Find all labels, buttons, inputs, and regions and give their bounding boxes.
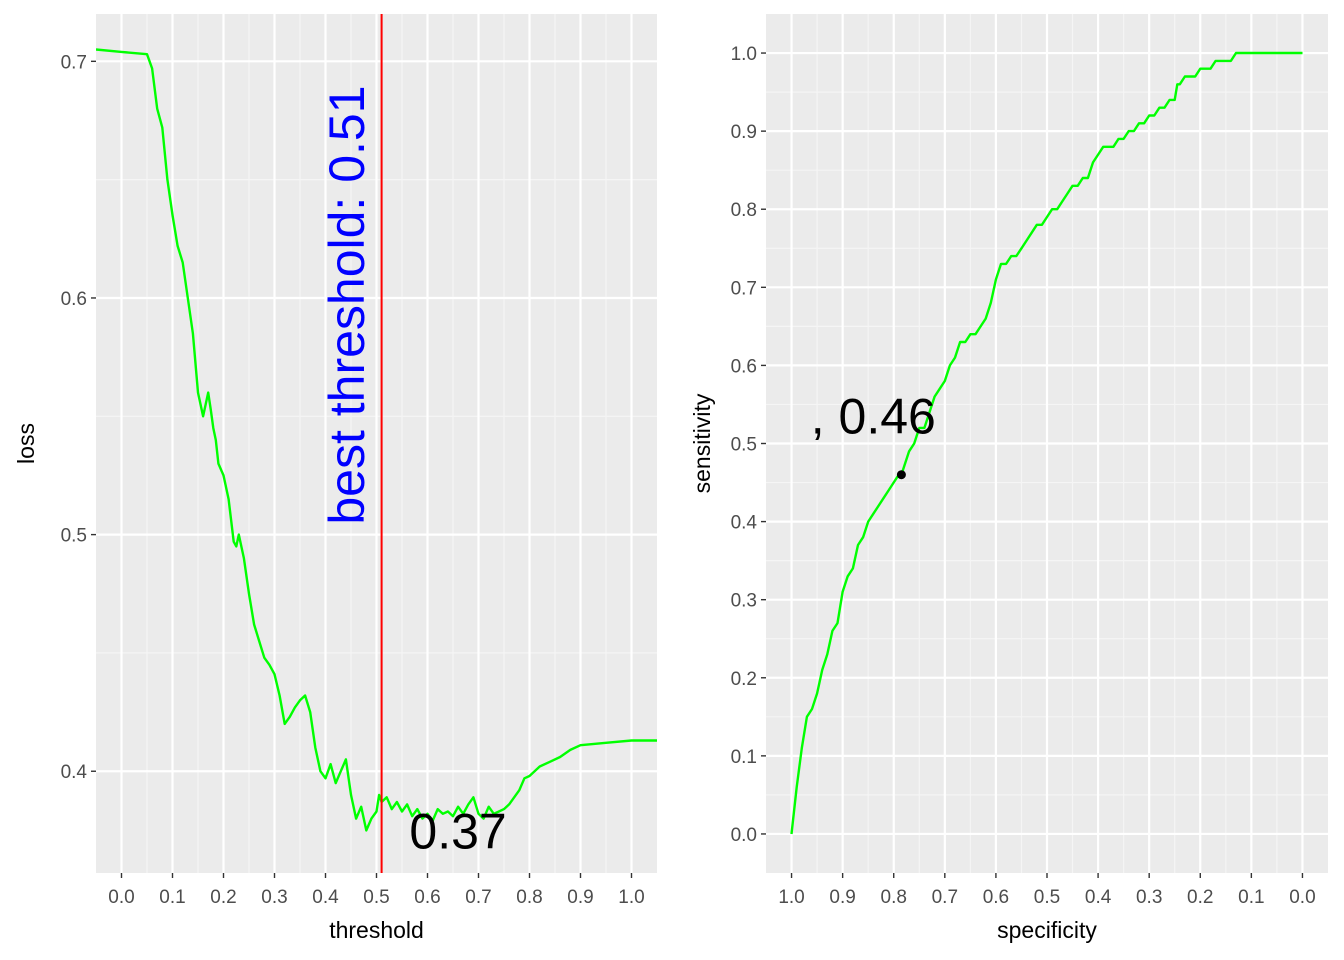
x-tick-label: 0.4	[312, 887, 339, 908]
y-tick-label: 0.4	[61, 762, 88, 783]
x-tick-label: 0.1	[159, 887, 185, 908]
x-tick-label: 0.6	[414, 887, 440, 908]
y-tick-label: 0.1	[731, 747, 757, 768]
grid-lines	[766, 14, 1328, 873]
x-tick-label: 1.0	[618, 887, 644, 908]
x-tick-label: 0.5	[1034, 887, 1060, 908]
y-tick-label: 0.7	[731, 278, 757, 299]
x-tick-label: 0.2	[1187, 887, 1213, 908]
x-tick-label: 0.8	[881, 887, 907, 908]
y-axis-title: loss	[13, 423, 39, 464]
y-tick-label: 0.7	[61, 52, 87, 73]
x-tick-label: 0.0	[1289, 887, 1315, 908]
y-tick-label: 0.4	[731, 513, 758, 534]
y-axis-title: sensitivity	[689, 393, 715, 493]
x-tick-label: 0.0	[108, 887, 134, 908]
y-tick-label: 0.8	[731, 200, 757, 221]
x-tick-label: 1.0	[778, 887, 804, 908]
x-tick-label: 0.9	[829, 887, 855, 908]
y-tick-label: 1.0	[731, 44, 757, 65]
x-tick-label: 0.1	[1238, 887, 1264, 908]
y-tick-label: 0.5	[731, 435, 757, 456]
loss-curve	[96, 48, 657, 832]
data-layer: best threshold: 0.51 0.37	[96, 14, 657, 873]
roc-curve	[790, 51, 1303, 835]
x-tick-label: 0.5	[363, 887, 389, 908]
roc-chart: 1.0 0.9 0.8 0.7 0.6 0.5 0.4 0.3 0.2 0.1 0.0 0.0 0.1 0…	[689, 14, 1328, 943]
x-tick-label: 0.4	[1085, 887, 1112, 908]
optimal-point	[896, 470, 906, 480]
x-tick-label: 0.3	[261, 887, 287, 908]
data-layer: , 0.46	[790, 51, 1303, 835]
y-tick-label: 0.5	[61, 526, 87, 547]
x-axis-title: specificity	[997, 917, 1097, 943]
x-tick-label: 0.7	[465, 887, 491, 908]
y-tick-label: 0.3	[731, 591, 757, 612]
y-tick-label: 0.6	[61, 289, 87, 310]
x-tick-label: 0.6	[983, 887, 1009, 908]
y-tick-label: 0.0	[731, 825, 757, 846]
loss-chart: 0.0 0.1 0.2 0.3 0.4 0.5 0.6 0.7 0.8 0.9 1.0 0.4 0.5 0…	[13, 14, 657, 943]
y-tick-label: 0.6	[731, 356, 757, 377]
y-tick-label: 0.2	[731, 669, 757, 690]
x-tick-label: 0.8	[516, 887, 542, 908]
x-tick-label: 0.9	[567, 887, 593, 908]
x-tick-label: 0.7	[932, 887, 958, 908]
x-tick-label: 0.2	[210, 887, 236, 908]
x-tick-label: 0.3	[1136, 887, 1162, 908]
best-threshold-annotation: best threshold: 0.51	[319, 85, 375, 524]
value-annotation: , 0.46	[811, 388, 936, 444]
value-annotation: 0.37	[409, 803, 506, 859]
y-tick-label: 0.9	[731, 122, 757, 143]
x-axis-title: threshold	[329, 917, 424, 943]
grid-lines	[96, 14, 657, 873]
